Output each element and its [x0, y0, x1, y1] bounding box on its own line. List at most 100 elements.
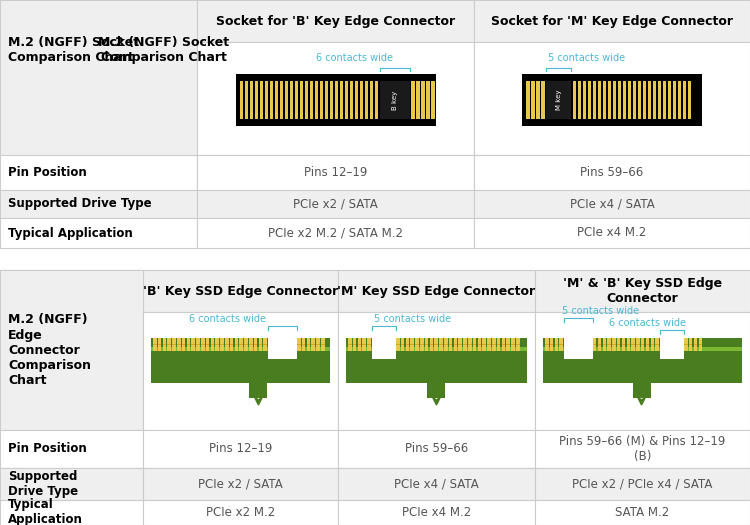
Bar — [167, 344, 171, 345]
Bar — [526, 81, 530, 119]
Bar — [474, 155, 750, 190]
Bar — [598, 344, 602, 345]
Bar — [598, 81, 601, 119]
Bar — [698, 344, 702, 345]
Bar — [334, 81, 338, 119]
Bar — [646, 344, 650, 345]
Text: Pins 59–66: Pins 59–66 — [405, 443, 468, 456]
Bar — [416, 344, 419, 345]
Bar — [464, 338, 466, 351]
Bar — [143, 430, 338, 468]
Bar — [158, 344, 161, 345]
Bar — [430, 344, 433, 345]
Text: 5 contacts wide: 5 contacts wide — [374, 314, 452, 324]
Bar — [506, 338, 510, 351]
Bar — [254, 344, 257, 345]
Bar — [474, 218, 750, 248]
Bar — [434, 338, 438, 351]
Bar — [454, 344, 457, 345]
Text: 5 contacts wide: 5 contacts wide — [548, 53, 626, 63]
Bar — [496, 344, 500, 345]
Bar — [535, 270, 750, 312]
Bar — [626, 338, 630, 351]
Bar — [269, 81, 273, 119]
Bar — [468, 338, 472, 351]
Bar — [268, 347, 297, 351]
Bar — [263, 344, 267, 345]
Bar — [592, 81, 596, 119]
Bar — [0, 190, 197, 218]
Bar — [143, 312, 338, 430]
Bar — [612, 338, 616, 351]
Bar — [396, 344, 400, 345]
Bar — [617, 81, 621, 119]
Bar — [0, 270, 750, 525]
Text: Supported Drive Type: Supported Drive Type — [8, 197, 152, 211]
Bar — [656, 344, 659, 345]
Bar — [464, 344, 466, 345]
Bar — [424, 338, 428, 351]
Bar — [474, 42, 750, 155]
Bar — [321, 338, 325, 351]
Bar — [359, 81, 363, 119]
Bar — [260, 81, 263, 119]
Text: PCIe x2 M.2: PCIe x2 M.2 — [206, 506, 275, 519]
Bar — [350, 81, 353, 119]
Bar — [297, 338, 301, 351]
Bar — [187, 344, 190, 345]
Bar — [488, 338, 490, 351]
Bar — [564, 338, 593, 359]
Bar — [211, 344, 214, 345]
Bar — [274, 81, 278, 119]
Bar — [239, 338, 243, 351]
Bar — [0, 430, 143, 468]
Bar — [673, 81, 676, 119]
Bar — [297, 344, 301, 345]
Bar — [215, 338, 219, 351]
Text: Socket for 'M' Key Edge Connector: Socket for 'M' Key Edge Connector — [491, 15, 733, 27]
Bar — [374, 81, 378, 119]
Bar — [641, 338, 644, 351]
Bar — [396, 338, 400, 351]
Bar — [352, 338, 356, 351]
Bar — [492, 344, 496, 345]
Bar — [444, 338, 448, 351]
Bar — [660, 347, 684, 351]
Bar — [338, 312, 535, 430]
Bar — [632, 81, 636, 119]
Bar — [608, 338, 611, 351]
Bar — [172, 338, 176, 351]
Bar — [410, 344, 414, 345]
Bar — [346, 338, 527, 383]
Bar — [632, 338, 635, 351]
Bar — [348, 338, 352, 351]
Bar — [187, 338, 190, 351]
Bar — [488, 344, 490, 345]
Bar — [593, 338, 596, 351]
Bar — [259, 344, 262, 345]
Bar — [502, 344, 505, 345]
Bar — [143, 468, 338, 500]
Bar — [496, 338, 500, 351]
Bar — [612, 344, 616, 345]
Bar — [370, 81, 373, 119]
Text: M.2 (NGFF) Socket
Comparison Chart: M.2 (NGFF) Socket Comparison Chart — [8, 36, 140, 64]
Bar — [410, 338, 414, 351]
Bar — [434, 344, 438, 345]
Bar — [546, 81, 571, 119]
Polygon shape — [638, 397, 646, 405]
Bar — [608, 81, 611, 119]
Text: M.2 (NGFF) Socket
Comparison Chart: M.2 (NGFF) Socket Comparison Chart — [98, 36, 230, 64]
Bar — [352, 344, 356, 345]
Bar — [662, 81, 666, 119]
Bar — [531, 81, 535, 119]
Bar — [316, 338, 320, 351]
Text: PCIe x2 / PCIe x4 / SATA: PCIe x2 / PCIe x4 / SATA — [572, 478, 712, 490]
Bar — [608, 344, 611, 345]
Bar — [550, 344, 554, 345]
Bar — [340, 81, 343, 119]
Bar — [211, 338, 214, 351]
Bar — [440, 338, 442, 351]
Text: PCIe x4 M.2: PCIe x4 M.2 — [402, 506, 471, 519]
Bar — [578, 81, 581, 119]
